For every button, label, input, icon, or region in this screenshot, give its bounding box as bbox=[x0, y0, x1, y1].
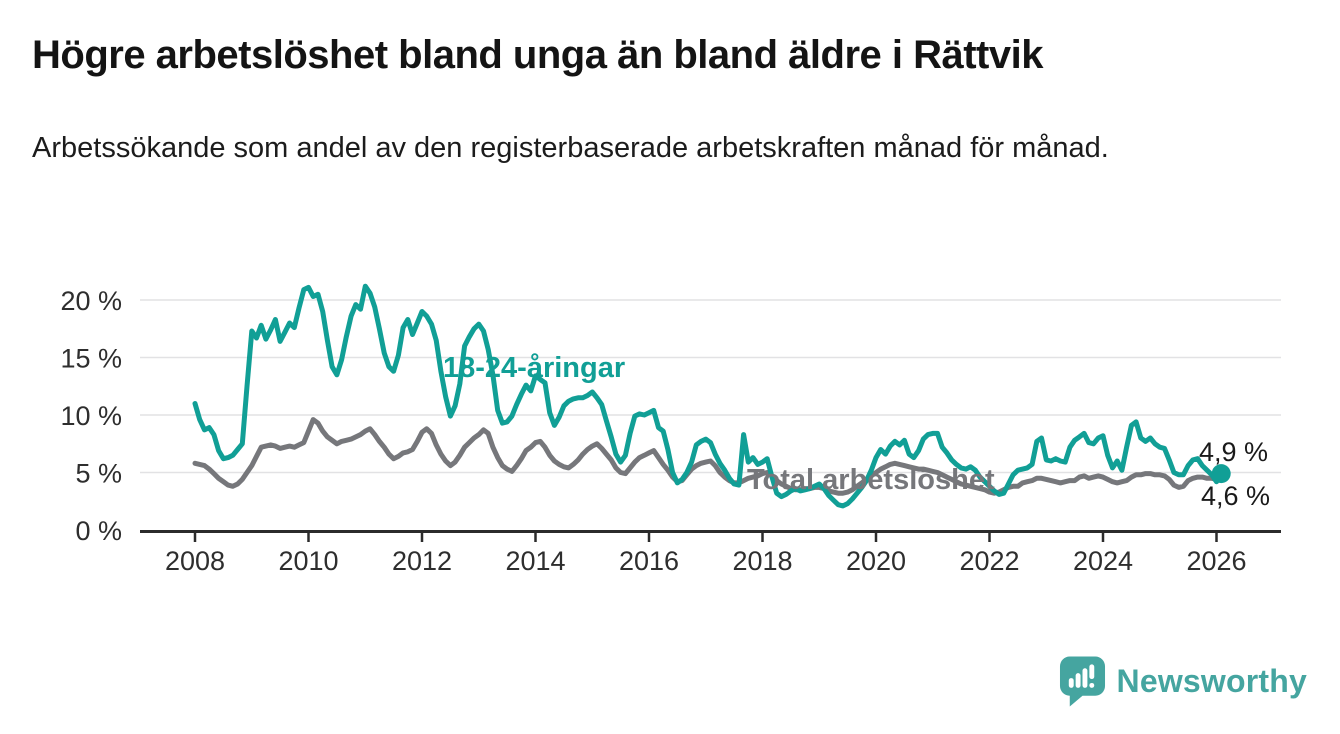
logo-exclamation-bar bbox=[1088, 664, 1094, 680]
logo-bar-1 bbox=[1068, 678, 1074, 688]
series-line-young bbox=[192, 283, 1224, 509]
series-layer bbox=[192, 283, 1224, 509]
end-value-total: 4,6 % bbox=[1201, 481, 1270, 511]
x-tick-label: 2024 bbox=[1073, 546, 1133, 576]
series-label-young: 18-24-åringar bbox=[443, 352, 625, 384]
bar-chart-speech-bubble-icon bbox=[1059, 656, 1105, 707]
endpoint-layer bbox=[1211, 464, 1231, 484]
logo-exclamation-dot bbox=[1088, 682, 1094, 688]
x-tick-label: 2016 bbox=[619, 546, 679, 576]
x-tick-label: 2022 bbox=[959, 546, 1019, 576]
x-tick-label: 2010 bbox=[278, 546, 338, 576]
y-tick-label: 15 % bbox=[60, 344, 122, 374]
brand-name: Newsworthy bbox=[1116, 663, 1307, 699]
y-tick-label: 5 % bbox=[75, 459, 122, 489]
logo-bar-3 bbox=[1082, 668, 1087, 688]
x-tick-label: 2014 bbox=[505, 546, 565, 576]
end-value-young: 4,9 % bbox=[1199, 437, 1268, 467]
y-tick-label: 10 % bbox=[60, 401, 122, 431]
x-tick-label: 2020 bbox=[846, 546, 906, 576]
x-tick-label: 2012 bbox=[392, 546, 452, 576]
y-tick-label: 0 % bbox=[75, 516, 122, 546]
page-title: Högre arbetslöshet bland unga än bland ä… bbox=[32, 33, 1043, 77]
series-label-total: Total arbetslöshet bbox=[747, 464, 995, 496]
axis-layer: 2008 2010 2012 2014 2016 2018 2020 2022 2024 2026 bbox=[140, 530, 1281, 576]
chart-subtitle: Arbetssökande som andel av den registerb… bbox=[32, 132, 1109, 164]
x-tick-label: 2008 bbox=[165, 546, 225, 576]
y-tick-label: 20 % bbox=[60, 286, 122, 316]
gridline-layer: 0 % 5 % 10 % 15 % 20 % bbox=[60, 286, 1281, 546]
series-line-total bbox=[192, 417, 1224, 496]
newsworthy-brand: Newsworthy bbox=[1059, 655, 1307, 708]
x-tick-label: 2018 bbox=[732, 546, 792, 576]
series-end-dot bbox=[1211, 464, 1231, 484]
x-tick-label: 2026 bbox=[1186, 546, 1246, 576]
logo-bar-2 bbox=[1075, 673, 1081, 688]
